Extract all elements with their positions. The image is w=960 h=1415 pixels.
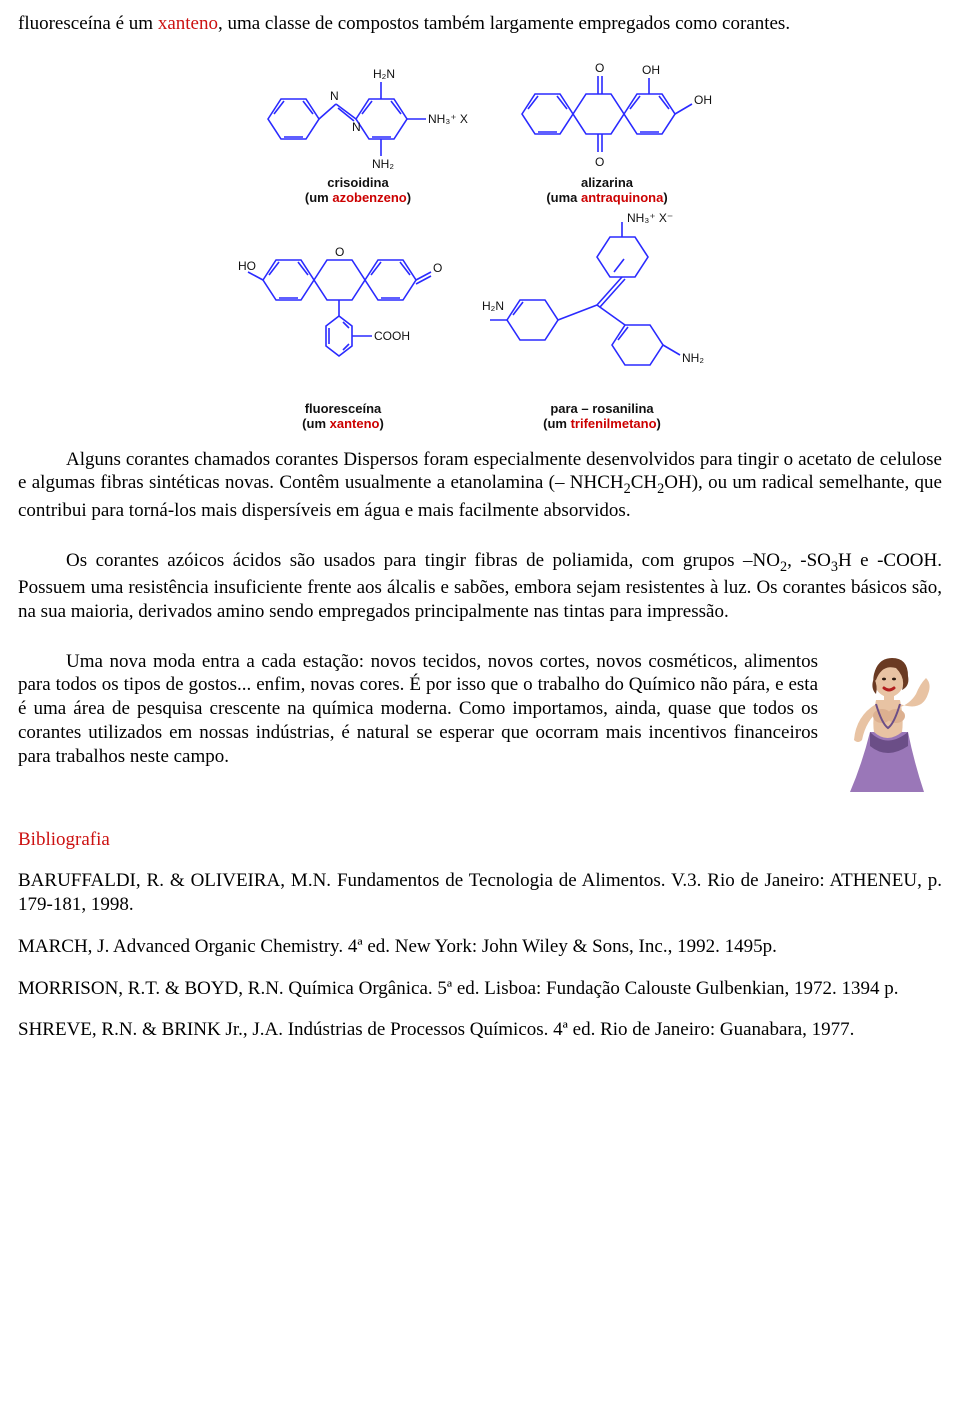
intro-paragraph: fluoresceína é um xanteno, uma classe de… xyxy=(18,12,942,36)
structure-row-2: HO O O COOH fluoresceína (um xanteno) xyxy=(238,210,722,432)
chemical-structures: H₂N N N NH₃⁺ X⁻ NH₂ crisoidina (um azobe… xyxy=(18,54,942,432)
crisoidina-svg: H₂N N N NH₃⁺ X⁻ NH₂ xyxy=(248,64,468,174)
svg-text:NH₃⁺ X⁻: NH₃⁺ X⁻ xyxy=(428,112,468,126)
bibliography-list: BARUFFALDI, R. & OLIVEIRA, M.N. Fundamen… xyxy=(18,869,942,1042)
svg-text:H₂N: H₂N xyxy=(373,67,395,81)
svg-text:O: O xyxy=(335,245,344,259)
svg-text:N: N xyxy=(330,89,339,103)
caption-fluoresceina: fluoresceína (um xanteno) xyxy=(302,402,384,432)
svg-text:HO: HO xyxy=(238,259,256,273)
svg-text:COOH: COOH xyxy=(374,329,410,343)
bib-entry: SHREVE, R.N. & BRINK Jr., J.A. Indústria… xyxy=(18,1018,942,1042)
intro-keyword: xanteno xyxy=(158,13,218,34)
structure-row-1: H₂N N N NH₃⁺ X⁻ NH₂ crisoidina (um azobe… xyxy=(248,54,712,206)
caption-alizarina: alizarina (uma antraquinona) xyxy=(546,176,667,206)
structure-rosanilina: NH₃⁺ X⁻ H₂N NH₂ para – rosanilina (um tr… xyxy=(482,210,722,432)
caption-crisoidina: crisoidina (um azobenzeno) xyxy=(305,176,411,206)
pinup-illustration xyxy=(832,654,942,794)
svg-text:O: O xyxy=(595,61,604,75)
bib-entry: MORRISON, R.T. & BOYD, R.N. Química Orgâ… xyxy=(18,977,942,1001)
svg-text:OH: OH xyxy=(694,93,712,107)
intro-pre: fluoresceína é um xyxy=(18,13,158,34)
paragraph-dispersos: Alguns corantes chamados corantes Disper… xyxy=(18,448,942,523)
caption-rosanilina: para – rosanilina (um trifenilmetano) xyxy=(543,402,661,432)
svg-text:OH: OH xyxy=(642,63,660,77)
bib-entry: MARCH, J. Advanced Organic Chemistry. 4ª… xyxy=(18,935,942,959)
rosanilina-svg: NH₃⁺ X⁻ H₂N NH₂ xyxy=(482,210,722,400)
intro-post: , uma classe de compostos também largame… xyxy=(218,13,790,34)
bibliography-heading: Bibliografia xyxy=(18,828,942,852)
svg-text:O: O xyxy=(595,155,604,169)
svg-text:O: O xyxy=(433,261,442,275)
structure-fluoresceina: HO O O COOH fluoresceína (um xanteno) xyxy=(238,230,448,432)
paragraph-azoicos: Os corantes azóicos ácidos são usados pa… xyxy=(18,549,942,624)
svg-text:N: N xyxy=(352,120,361,134)
svg-text:NH₃⁺ X⁻: NH₃⁺ X⁻ xyxy=(627,211,673,225)
paragraph-moda: Uma nova moda entra a cada estação: novo… xyxy=(18,650,818,769)
svg-text:NH₂: NH₂ xyxy=(682,351,704,365)
svg-text:H₂N: H₂N xyxy=(482,299,504,313)
svg-text:NH₂: NH₂ xyxy=(372,157,394,171)
structure-crisoidina: H₂N N N NH₃⁺ X⁻ NH₂ crisoidina (um azobe… xyxy=(248,64,468,206)
fluoresceina-svg: HO O O COOH xyxy=(238,230,448,400)
bib-entry: BARUFFALDI, R. & OLIVEIRA, M.N. Fundamen… xyxy=(18,869,942,917)
structure-alizarina: O O OH OH alizarina (uma antraquinona) xyxy=(502,54,712,206)
fashion-paragraph-wrap: Uma nova moda entra a cada estação: novo… xyxy=(18,650,942,794)
alizarina-svg: O O OH OH xyxy=(502,54,712,174)
